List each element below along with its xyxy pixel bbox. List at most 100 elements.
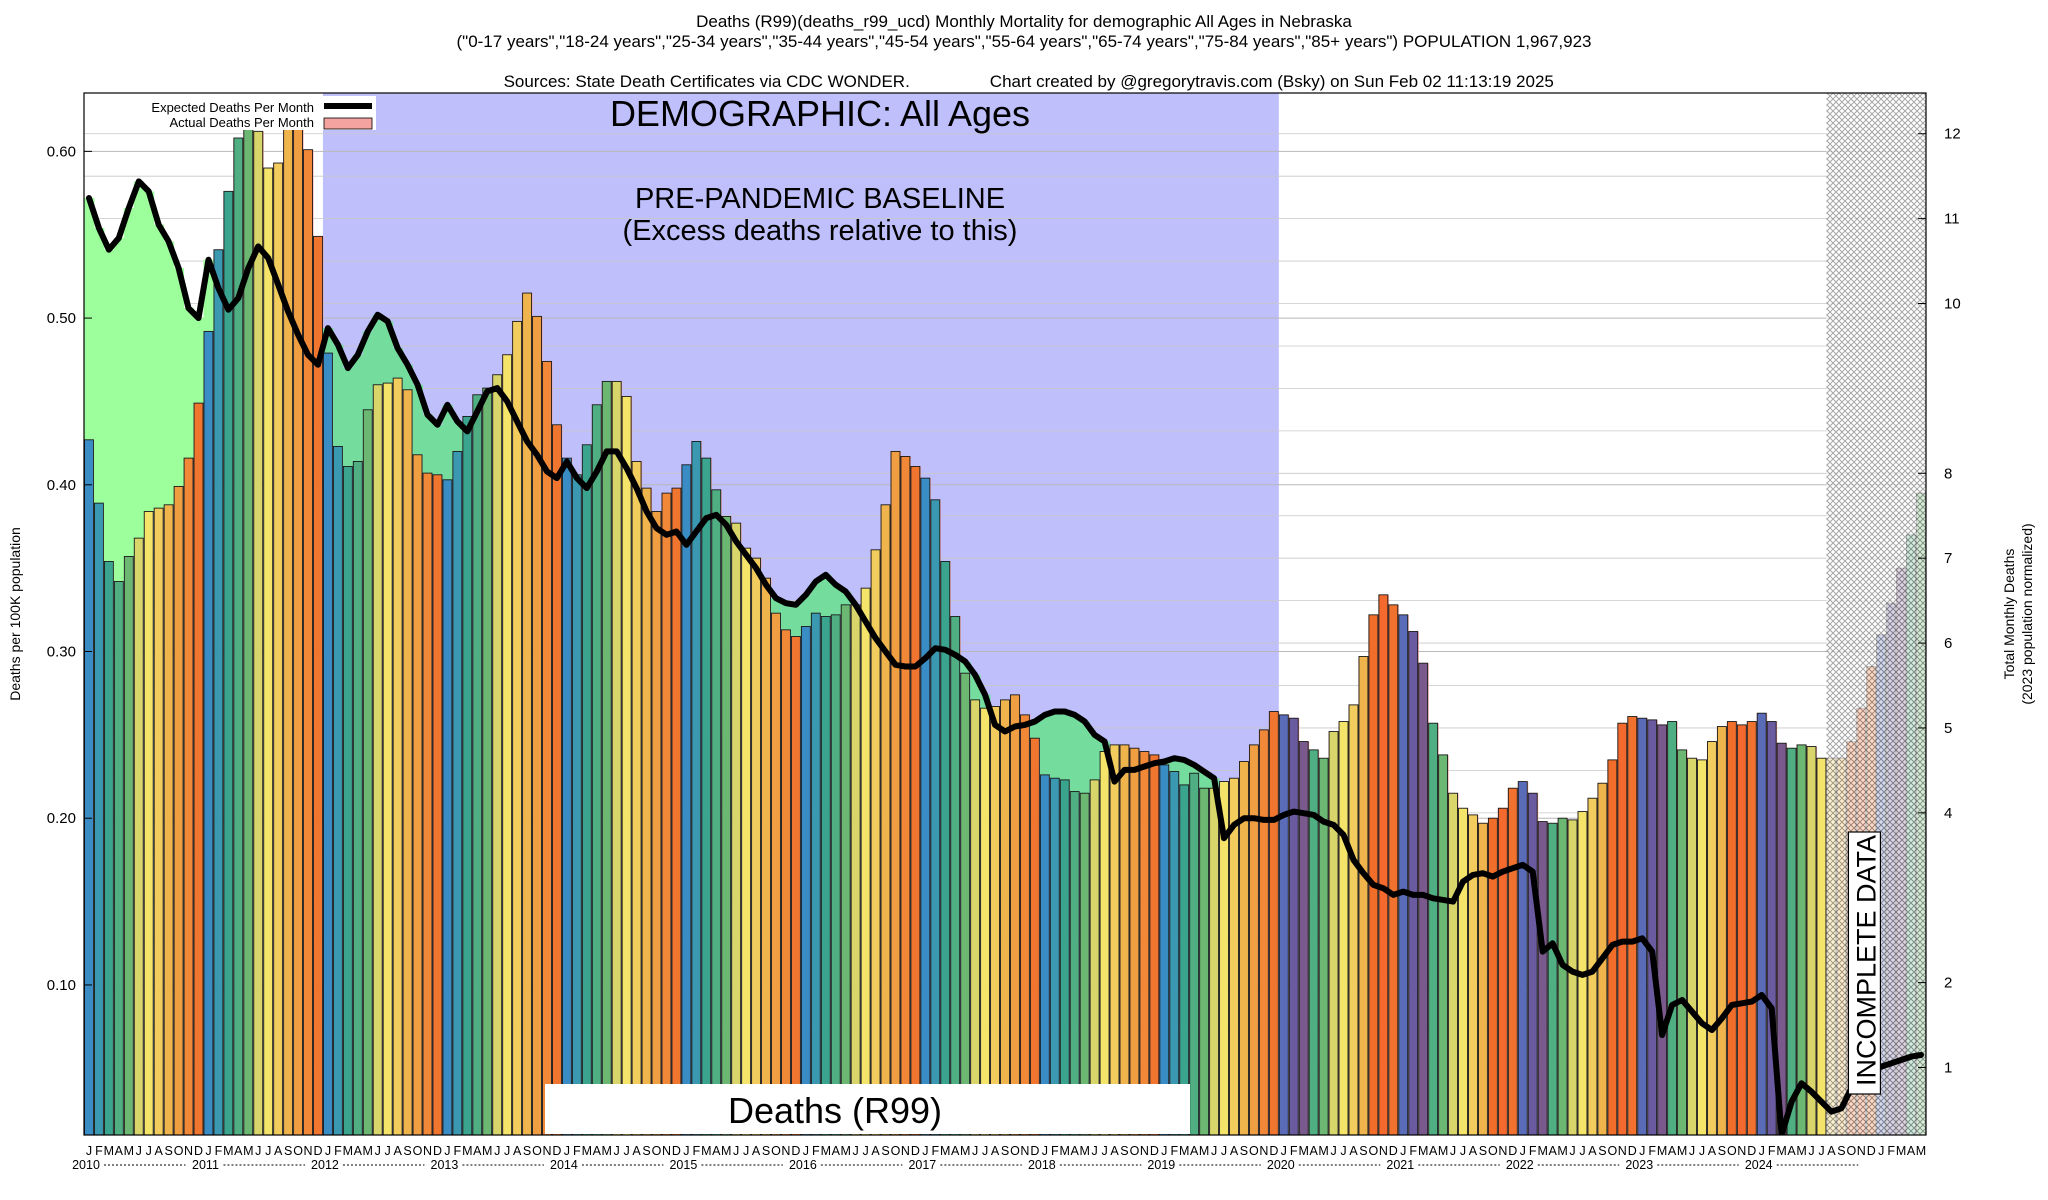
y-tick-label: 0.40: [47, 477, 76, 494]
x-month-label: M: [1796, 1144, 1806, 1158]
actual-deaths-bar: [512, 320, 523, 1135]
x-month-label: J: [1091, 1144, 1097, 1158]
y2-tick-label: 5: [1944, 720, 1952, 737]
x-month-label: N: [304, 1144, 313, 1158]
actual-deaths-bar: [790, 636, 801, 1135]
difference-fill: [840, 591, 852, 605]
x-month-label: J: [1818, 1144, 1824, 1158]
actual-deaths-bar: [1189, 772, 1200, 1135]
actual-deaths-bar: [1547, 822, 1558, 1135]
actual-deaths-bar: [1318, 757, 1329, 1135]
x-month-label: F: [812, 1144, 820, 1158]
actual-deaths-bar: [253, 130, 264, 1135]
difference-fill: [452, 421, 463, 452]
cause-label-box: [545, 1084, 1190, 1134]
x-month-label: J: [1639, 1144, 1645, 1158]
y2-tick-label: 2: [1944, 975, 1952, 992]
actual-deaths-bar: [1806, 746, 1817, 1135]
x-month-label: M: [243, 1144, 253, 1158]
x-month-label: M: [821, 1144, 831, 1158]
difference-fill: [103, 249, 115, 562]
x-month-label: N: [1737, 1144, 1746, 1158]
actual-deaths-bar: [980, 707, 991, 1135]
actual-deaths-bar: [661, 492, 672, 1135]
y2-tick-label: 11: [1944, 211, 1960, 228]
x-year-label: 2016: [789, 1158, 817, 1172]
actual-deaths-bar: [1428, 722, 1439, 1135]
x-year-label: 2010: [72, 1158, 100, 1172]
x-month-label: S: [164, 1144, 172, 1158]
actual-deaths-bar: [1736, 724, 1747, 1135]
x-month-label: F: [1529, 1144, 1537, 1158]
actual-deaths-bar: [850, 604, 861, 1135]
x-month-label: F: [454, 1144, 462, 1158]
actual-deaths-bar: [820, 616, 831, 1135]
difference-fill: [780, 603, 792, 630]
difference-fill: [1179, 759, 1190, 785]
x-month-label: N: [423, 1144, 432, 1158]
x-month-label: M: [1298, 1144, 1308, 1158]
actual-deaths-bar: [810, 612, 821, 1135]
actual-deaths-bar: [950, 616, 961, 1135]
x-month-label: N: [184, 1144, 193, 1158]
actual-deaths-bar: [362, 409, 373, 1135]
x-month-label: O: [1727, 1144, 1737, 1158]
difference-fill: [93, 228, 105, 504]
x-month-label: J: [265, 1144, 271, 1158]
x-month-label: M: [940, 1144, 950, 1158]
difference-fill: [163, 241, 175, 505]
x-month-label: J: [624, 1144, 630, 1158]
actual-deaths-bar: [303, 149, 313, 1135]
x-month-label: N: [901, 1144, 910, 1158]
y2-tick-label: 7: [1944, 550, 1952, 567]
actual-deaths-bar: [1069, 791, 1080, 1135]
actual-deaths-bar: [163, 504, 174, 1135]
x-month-label: J: [1579, 1144, 1585, 1158]
x-month-label: S: [881, 1144, 889, 1158]
difference-fill: [372, 314, 384, 385]
difference-fill: [1189, 764, 1200, 774]
x-month-label: S: [1598, 1144, 1606, 1158]
actual-deaths-bar: [711, 489, 722, 1135]
actual-deaths-bar: [183, 457, 194, 1135]
x-month-label: J: [743, 1144, 749, 1158]
x-year-label: 2011: [192, 1158, 219, 1172]
x-month-label: A: [513, 1144, 522, 1158]
x-month-label: D: [672, 1144, 681, 1158]
actual-deaths-bar: [1358, 656, 1369, 1135]
actual-deaths-bar: [1109, 744, 1120, 1135]
x-month-label: M: [223, 1144, 233, 1158]
x-month-label: A: [832, 1144, 841, 1158]
difference-fill: [322, 328, 334, 354]
x-month-label: F: [573, 1144, 581, 1158]
difference-fill: [382, 321, 394, 384]
actual-deaths-bar: [462, 415, 473, 1135]
actual-deaths-bar: [203, 330, 214, 1135]
x-month-label: J: [1101, 1144, 1107, 1158]
x-month-label: J: [1330, 1144, 1336, 1158]
x-year-label: 2024: [1745, 1158, 1773, 1172]
difference-fill: [412, 384, 424, 455]
x-month-label: N: [1259, 1144, 1268, 1158]
actual-deaths-bar: [641, 487, 652, 1135]
x-month-label: A: [1668, 1144, 1677, 1158]
actual-deaths-bar: [84, 439, 94, 1135]
x-month-label: J: [1759, 1144, 1765, 1158]
difference-fill: [830, 584, 842, 615]
x-month-label: A: [354, 1144, 363, 1158]
y-tick-label: 0.10: [47, 977, 76, 994]
x-month-label: D: [313, 1144, 322, 1158]
actual-deaths-bar: [113, 581, 124, 1135]
actual-deaths-bar: [1000, 699, 1010, 1135]
actual-deaths-bar: [1368, 614, 1379, 1135]
actual-deaths-bar: [1677, 749, 1687, 1135]
difference-fill: [800, 594, 812, 627]
legend-actual-label: Actual Deaths Per Month: [169, 115, 314, 130]
actual-deaths-bar: [771, 612, 781, 1135]
actual-deaths-bar: [1458, 807, 1468, 1135]
actual-deaths-bar: [1687, 757, 1697, 1135]
x-month-label: J: [1400, 1144, 1406, 1158]
x-month-label: J: [494, 1144, 500, 1158]
actual-deaths-bar: [1726, 721, 1737, 1135]
